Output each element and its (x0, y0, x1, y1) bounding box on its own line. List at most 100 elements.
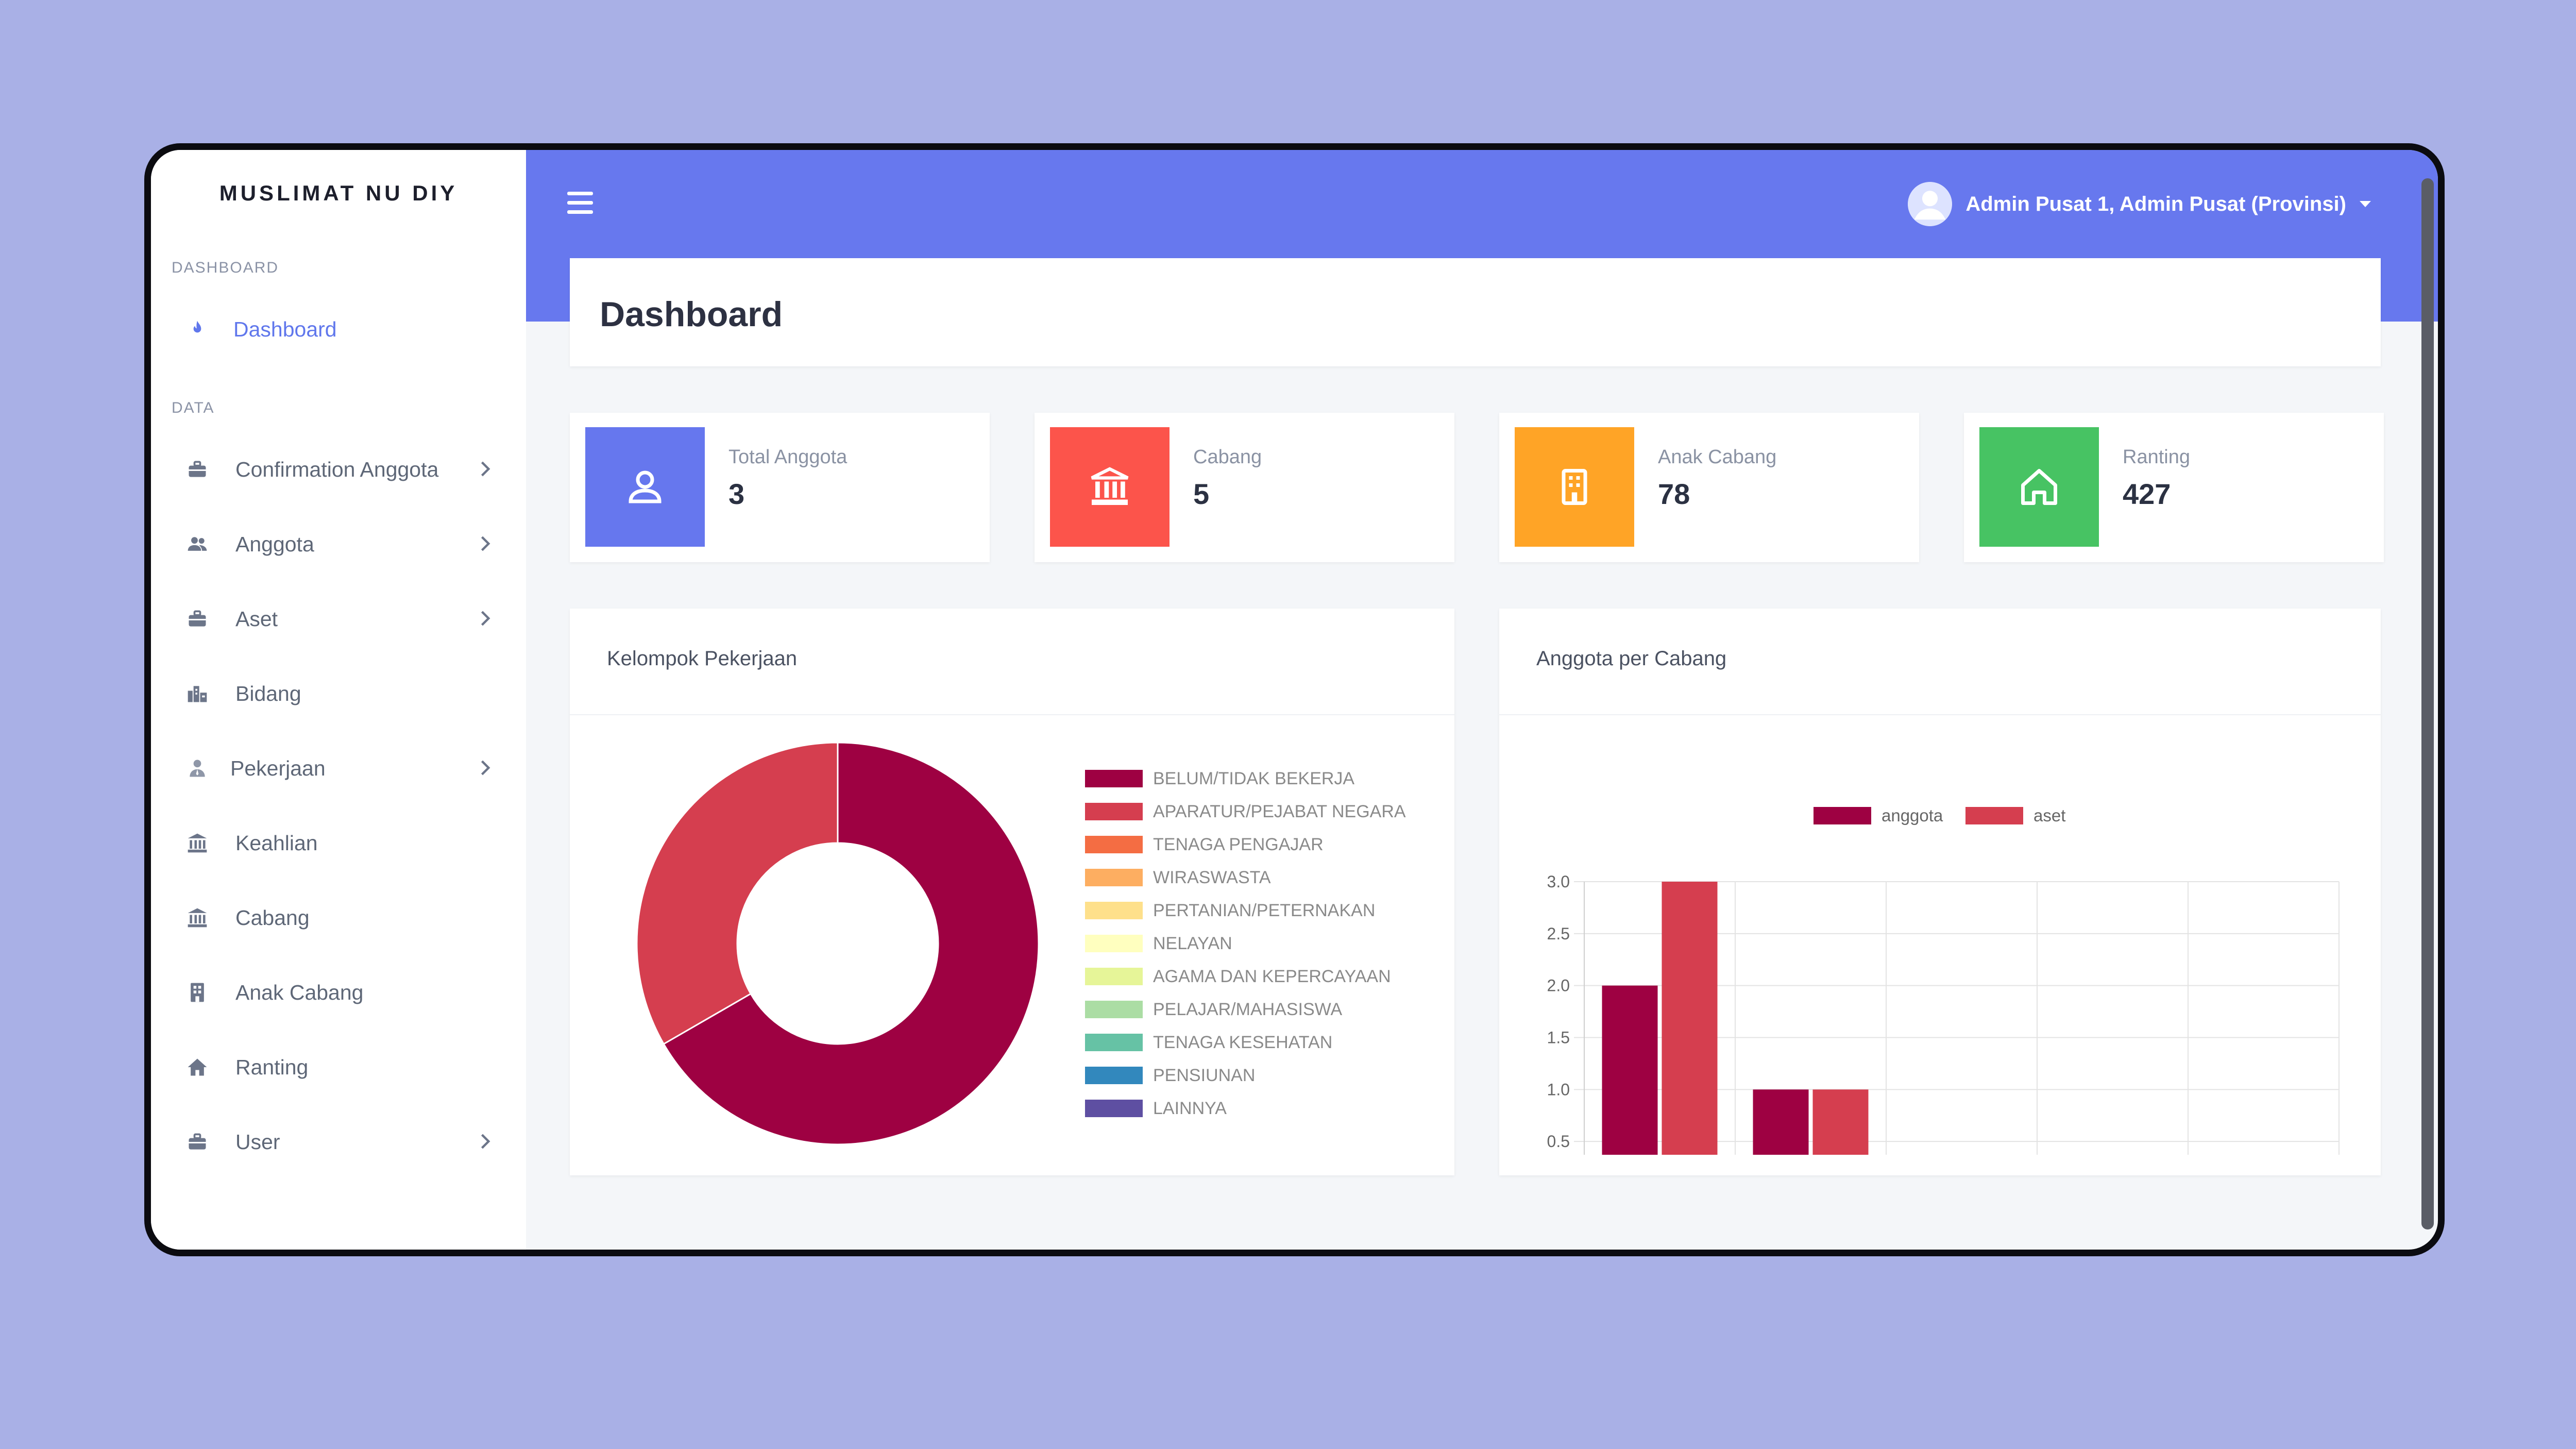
chevron-right-icon (481, 611, 490, 626)
legend-item[interactable]: APARATUR/PEJABAT NEGARA (1085, 802, 1406, 821)
user-menu[interactable]: Admin Pusat 1, Admin Pusat (Provinsi) (1908, 181, 2371, 227)
legend-item[interactable]: TENAGA PENGAJAR (1085, 835, 1324, 854)
legend-label: PENSIUNAN (1153, 1065, 1256, 1085)
pie-slice[interactable] (663, 742, 1040, 1145)
legend-item[interactable]: BELUM/TIDAK BEKERJA (1085, 769, 1354, 788)
stat-label: Total Anggota (728, 446, 848, 468)
landmark-icon (182, 902, 213, 933)
city-icon (182, 678, 213, 709)
sidebar-item-pekerjaan[interactable]: Pekerjaan (172, 740, 506, 797)
brand-title[interactable]: MUSLIMAT NU DIY (219, 181, 458, 205)
landmark-icon (1050, 427, 1170, 547)
hamburger-menu-icon[interactable] (567, 192, 593, 214)
stat-value: 3 (728, 478, 745, 510)
stat-label: Cabang (1193, 446, 1262, 468)
sidebar-item-label: User (235, 1130, 280, 1154)
sidebar-item-label: Keahlian (235, 831, 318, 855)
legend-swatch (1085, 1034, 1143, 1051)
bar-anggota[interactable] (1602, 985, 1658, 1155)
legend-item[interactable]: TENAGA KESEHATAN (1085, 1033, 1332, 1052)
legend-swatch (1085, 1067, 1143, 1084)
sidebar-item-bidang[interactable]: Bidang (172, 665, 506, 722)
sidebar-item-label: Bidang (235, 681, 301, 705)
section-label-data: DATA (172, 399, 215, 416)
sidebar-item-dashboard[interactable]: Dashboard (172, 301, 506, 358)
device-frame: MUSLIMAT NU DIY DASHBOARD Dashboard DATA… (144, 143, 2445, 1256)
legend-swatch (1085, 836, 1143, 853)
home-icon (1979, 427, 2099, 547)
legend-item[interactable]: PENSIUNAN (1085, 1066, 1255, 1085)
legend-item[interactable]: PERTANIAN/PETERNAKAN (1085, 901, 1375, 920)
sidebar-item-label: Aset (235, 606, 278, 631)
card-kelompok-pekerjaan: Kelompok Pekerjaan BELUM/TIDAK BEKERJA AP… (570, 609, 1454, 1175)
sidebar-item-user[interactable]: User (172, 1114, 506, 1170)
chart-title: Kelompok Pekerjaan (607, 647, 798, 670)
legend-label: BELUM/TIDAK BEKERJA (1153, 768, 1355, 788)
stat-value: 78 (1658, 478, 1690, 510)
user-name: Admin Pusat 1, Admin Pusat (Provinsi) (1965, 192, 2346, 215)
legend-swatch (1085, 869, 1143, 886)
legend-swatch (1085, 1100, 1143, 1117)
page-header: Dashboard (570, 258, 2381, 366)
bar-anggota[interactable] (1753, 1089, 1809, 1155)
card-header: Kelompok Pekerjaan (570, 609, 1454, 715)
bar-aset[interactable] (1662, 882, 1718, 1155)
bar-aset[interactable] (1812, 1089, 1869, 1155)
legend-label: aset (2033, 806, 2065, 825)
landmark-icon (182, 828, 213, 858)
legend-label: WIRASWASTA (1153, 867, 1271, 887)
legend-swatch (1085, 935, 1143, 952)
legend-swatch (1814, 807, 1871, 824)
legend-label: PELAJAR/MAHASISWA (1153, 999, 1343, 1019)
briefcase-icon (182, 603, 213, 634)
sidebar-item-label: Pekerjaan (230, 756, 326, 780)
legend-swatch (1085, 968, 1143, 985)
building-icon (1515, 427, 1634, 547)
briefcase-icon (182, 1126, 213, 1157)
fire-icon (182, 314, 213, 345)
section-label-dashboard: DASHBOARD (172, 259, 279, 276)
sidebar-item-label: Anggota (235, 532, 314, 556)
chevron-right-icon (481, 536, 490, 551)
legend-label: TENAGA KESEHATAN (1153, 1032, 1333, 1052)
stat-card-cabang: Cabang 5 (1035, 413, 1454, 562)
sidebar-item-ranting[interactable]: Ranting (172, 1039, 506, 1096)
sidebar-item-label: Dashboard (233, 317, 337, 341)
legend-item[interactable]: LAINNYA (1085, 1099, 1227, 1118)
legend-item[interactable]: AGAMA DAN KEPERCAYAAN (1085, 967, 1391, 986)
stat-label: Ranting (2123, 446, 2190, 468)
chevron-right-icon (481, 1134, 490, 1149)
legend-label: PERTANIAN/PETERNAKAN (1153, 900, 1376, 920)
legend-swatch (1085, 1001, 1143, 1018)
sidebar-item-anggota[interactable]: Anggota (172, 516, 506, 572)
sidebar-item-label: Ranting (235, 1055, 309, 1079)
doughnut-chart (636, 742, 1040, 1145)
legend-item[interactable]: WIRASWASTA (1085, 868, 1271, 887)
chevron-right-icon (481, 760, 490, 776)
sidebar-item-anak-cabang[interactable]: Anak Cabang (172, 964, 506, 1021)
legend-swatch (1085, 770, 1143, 787)
sidebar-item-aset[interactable]: Aset (172, 591, 506, 647)
sidebar-item-label: Anak Cabang (235, 980, 364, 1004)
y-tick-label: 1.5 (1547, 1029, 1570, 1047)
users-icon (182, 529, 213, 560)
briefcase-icon (182, 454, 213, 485)
legend-label: TENAGA PENGAJAR (1153, 834, 1324, 854)
sidebar-item-keahlian[interactable]: Keahlian (172, 815, 506, 871)
pie-slice[interactable] (636, 742, 839, 1046)
legend-label: APARATUR/PEJABAT NEGARA (1153, 801, 1406, 821)
stat-value: 5 (1193, 478, 1210, 510)
user-icon (585, 427, 705, 547)
legend-item[interactable]: PELAJAR/MAHASISWA (1085, 1000, 1342, 1019)
legend-item[interactable]: NELAYAN (1085, 934, 1232, 953)
main-content: Admin Pusat 1, Admin Pusat (Provinsi) Da… (526, 150, 2438, 1250)
legend-label: anggota (1882, 806, 1943, 825)
stat-card-ranting: Ranting 427 (1964, 413, 2384, 562)
page-title: Dashboard (600, 295, 783, 334)
scrollbar[interactable] (2421, 178, 2434, 1229)
sidebar-item-label: Confirmation Anggota (235, 457, 439, 481)
legend-swatch (1085, 902, 1143, 919)
sidebar-item-cabang[interactable]: Cabang (172, 889, 506, 946)
sidebar-item-confirmation-anggota[interactable]: Confirmation Anggota (172, 441, 506, 498)
legend-label: LAINNYA (1153, 1098, 1227, 1118)
